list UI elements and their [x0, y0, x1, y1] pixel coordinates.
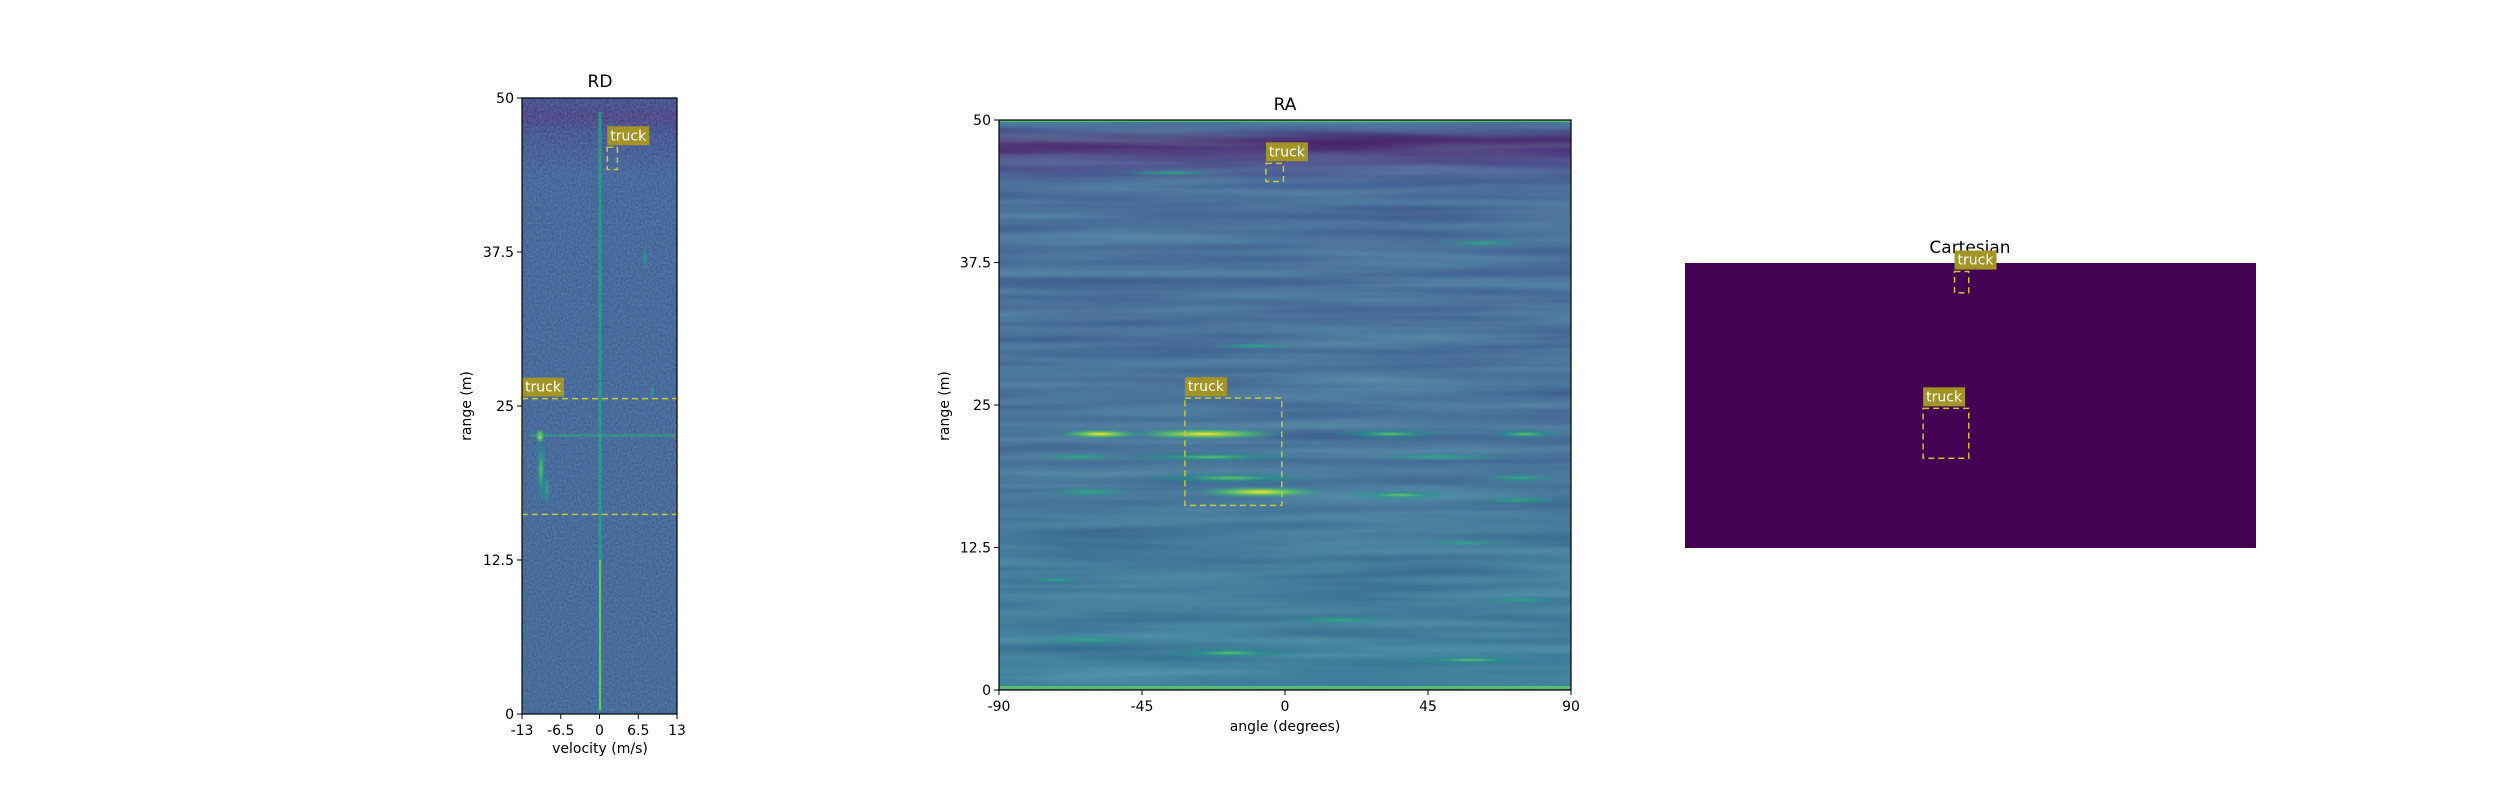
- rd-xlabel: velocity (m/s): [552, 741, 648, 757]
- rd-ylabel: range (m): [459, 371, 475, 441]
- rd-title: RD: [588, 72, 613, 92]
- ra-band-6: [1035, 453, 1125, 461]
- rd-ytick-label: 25: [496, 399, 514, 415]
- ra-band-3: [1330, 429, 1450, 439]
- ra-detection-label-bg: [1265, 142, 1308, 162]
- ra-detection-label-bg: [1184, 377, 1227, 397]
- ra-streak-near-4: [1280, 616, 1400, 624]
- rd-small-target-b: [649, 382, 655, 402]
- rd-yticks: 0 12.5 25 37.5 50: [483, 91, 522, 723]
- cartesian-detection-label: truck: [1958, 253, 1995, 269]
- ra-ytick-label: 50: [973, 113, 991, 129]
- rd-detection-label: truck: [610, 128, 647, 144]
- rd-panel: RD truck truck -13 -6.5 0 6.5 13 0 12.5 25 37.5 5…: [459, 72, 686, 757]
- ra-yticks: 0 12.5 25 37.5 50: [960, 113, 999, 699]
- ra-streak-near-2: [1400, 656, 1540, 664]
- ra-ytick-label: 12.5: [960, 541, 991, 557]
- ra-xticks: -90 -45 0 45 90: [988, 690, 1580, 715]
- cartesian-detection-label-bg: [1954, 250, 1997, 270]
- ra-detection-label: truck: [1188, 379, 1225, 395]
- rd-heatmap: [522, 98, 677, 714]
- rd-target-tail: [543, 472, 551, 508]
- ra-band-10: [1340, 490, 1460, 500]
- ra-ytick-label: 0: [982, 683, 991, 699]
- ra-ylabel: range (m): [937, 371, 953, 441]
- ra-top-line: [999, 120, 1571, 122]
- rd-xtick-label: -13: [511, 723, 534, 739]
- cartesian-detection-label-bg: [1923, 387, 1966, 407]
- ra-xtick-label: -90: [988, 699, 1011, 715]
- cartesian-detections: truck truck: [1922, 250, 1997, 459]
- rd-small-target-a: [642, 244, 648, 272]
- rd-xtick-label: 13: [668, 723, 686, 739]
- cartesian-detection-box: [1953, 270, 1970, 294]
- ra-band-5: [1115, 452, 1305, 462]
- rd-horizontal-return: [530, 434, 675, 437]
- cartesian-detection-box: [1922, 407, 1970, 459]
- ra-streak-near-5: [1480, 597, 1560, 603]
- ra-ytick-label: 25: [973, 398, 991, 414]
- ra-heatmap-streaks: [999, 120, 1571, 690]
- ra-streak-45m: [1115, 170, 1225, 176]
- rd-xtick-label: -6.5: [547, 723, 574, 739]
- ra-detections: truck truck: [1184, 142, 1308, 507]
- ra-band-12: [1475, 474, 1565, 482]
- rd-ytick-label: 50: [496, 91, 514, 107]
- rd-zero-doppler-bright: [599, 560, 601, 710]
- ra-band-2: [1055, 429, 1145, 439]
- ra-streak-40m: [1438, 239, 1528, 247]
- ra-xlabel: angle (degrees): [1230, 719, 1341, 735]
- ra-streak-13m: [1420, 540, 1510, 546]
- ra-ytick-label: 37.5: [960, 256, 991, 272]
- ra-band-1: [1120, 428, 1290, 440]
- rd-zero-doppler-line: [598, 112, 602, 712]
- rd-detection-label-bg: [522, 377, 564, 397]
- rd-ytick-label: 37.5: [483, 245, 514, 261]
- ra-streak-near-3: [1030, 636, 1150, 644]
- ra-streak-10m: [1025, 577, 1085, 583]
- ra-band-9: [1190, 486, 1330, 498]
- rd-ytick-label: 12.5: [483, 553, 514, 569]
- rd-detection-label: truck: [525, 380, 562, 396]
- cartesian-image: [1685, 263, 2256, 548]
- rd-detection-box: [606, 146, 619, 171]
- ra-detection-box: [1184, 397, 1283, 507]
- cartesian-detection-label: truck: [1926, 389, 1963, 405]
- ra-detection-label: truck: [1269, 144, 1306, 160]
- rd-target-hot: [535, 428, 545, 444]
- ra-panel: RA: [937, 95, 1580, 735]
- rd-xtick-label: 0: [595, 723, 604, 739]
- ra-detection-box: [1265, 162, 1285, 183]
- rd-ytick-label: 0: [505, 707, 514, 723]
- ra-title: RA: [1274, 95, 1297, 115]
- rd-xticks: -13 -6.5 0 6.5 13: [511, 714, 686, 739]
- ra-heatmap: [999, 120, 1571, 690]
- ra-streak-near-1: [1160, 648, 1300, 658]
- rd-detection-label-bg: [607, 126, 650, 146]
- ra-band-13: [1475, 496, 1565, 504]
- ra-band-4: [1485, 429, 1565, 439]
- ra-xtick-label: 45: [1419, 699, 1437, 715]
- rd-xtick-label: 6.5: [627, 723, 649, 739]
- ra-xtick-label: -45: [1131, 699, 1154, 715]
- ra-band-11: [1040, 487, 1140, 497]
- ra-xtick-label: 90: [1562, 699, 1580, 715]
- ra-xtick-label: 0: [1281, 699, 1290, 715]
- ra-bottom-line: [999, 686, 1571, 689]
- ra-band-8: [1140, 472, 1320, 484]
- ra-band-7: [1370, 453, 1510, 461]
- ra-streak-30m: [1210, 343, 1300, 349]
